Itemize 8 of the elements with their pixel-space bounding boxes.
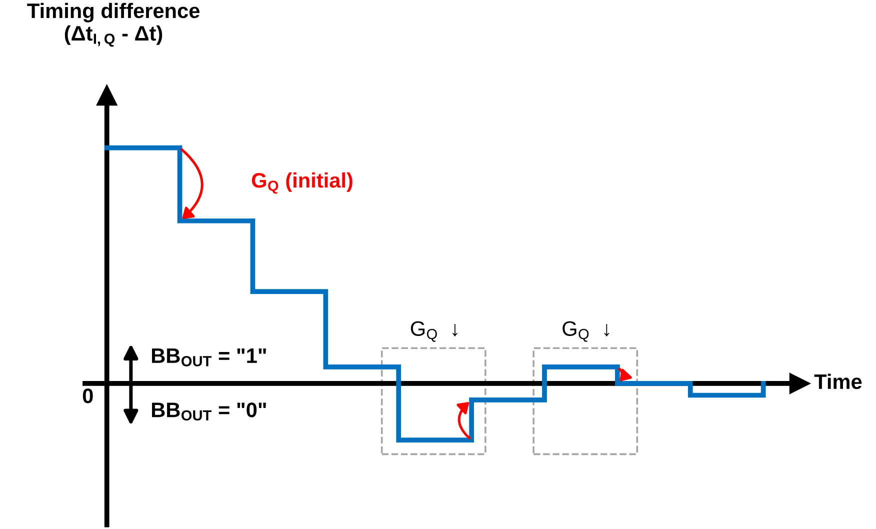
- annotation: G$_{Q}$ ↓: [562, 321, 610, 342]
- annotation: 0: [82, 388, 93, 404]
- annotation: BB$_{OUT}$ = "0": [152, 402, 266, 421]
- y-axis-title: Timing difference (Δt$_{I,Q}$ - Δt): [27, 2, 200, 47]
- annotation: BB$_{OUT}$ = "1": [152, 348, 266, 366]
- annotation: G$_{Q}$ ↓: [410, 321, 458, 342]
- x-axis-title: Time: [814, 374, 862, 390]
- annotation: G$_{Q}$ (initial): [252, 172, 352, 194]
